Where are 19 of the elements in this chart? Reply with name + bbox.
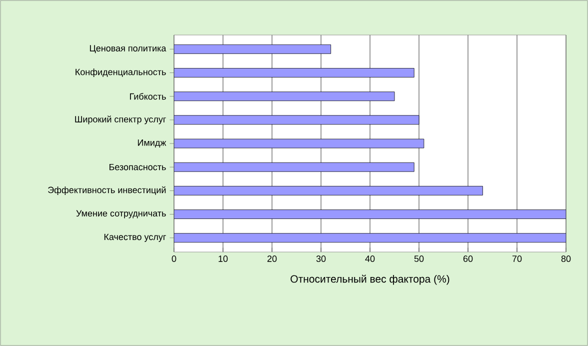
y-tick-label: Качество услуг — [104, 234, 166, 242]
y-tick-label: Широкий спектр услуг — [75, 116, 166, 124]
x-tick-label: 80 — [561, 256, 571, 262]
y-tick-label: Гибкость — [130, 92, 166, 100]
x-tick-label: 40 — [365, 256, 375, 262]
y-tick-label: Ценовая политика — [90, 45, 166, 54]
x-tick-label: 30 — [316, 256, 326, 262]
y-tick-label: Конфиденциальность — [76, 68, 166, 77]
x-tick-label: 50 — [414, 256, 424, 262]
y-tick-label: Умение сотрудничать — [76, 210, 166, 218]
x-tick-label: 70 — [512, 256, 522, 262]
x-tick-label: 0 — [172, 256, 176, 262]
x-tick-label: 60 — [463, 256, 473, 262]
y-tick-label: Имидж — [138, 140, 166, 148]
x-tick-label: 10 — [218, 256, 228, 262]
y-tick-label: Эффективность инвестиций — [48, 186, 166, 195]
x-axis-title: Относительный вес фактора (%) — [290, 274, 450, 285]
y-tick-label: Безопасность — [110, 164, 166, 170]
x-tick-label: 20 — [267, 256, 277, 262]
